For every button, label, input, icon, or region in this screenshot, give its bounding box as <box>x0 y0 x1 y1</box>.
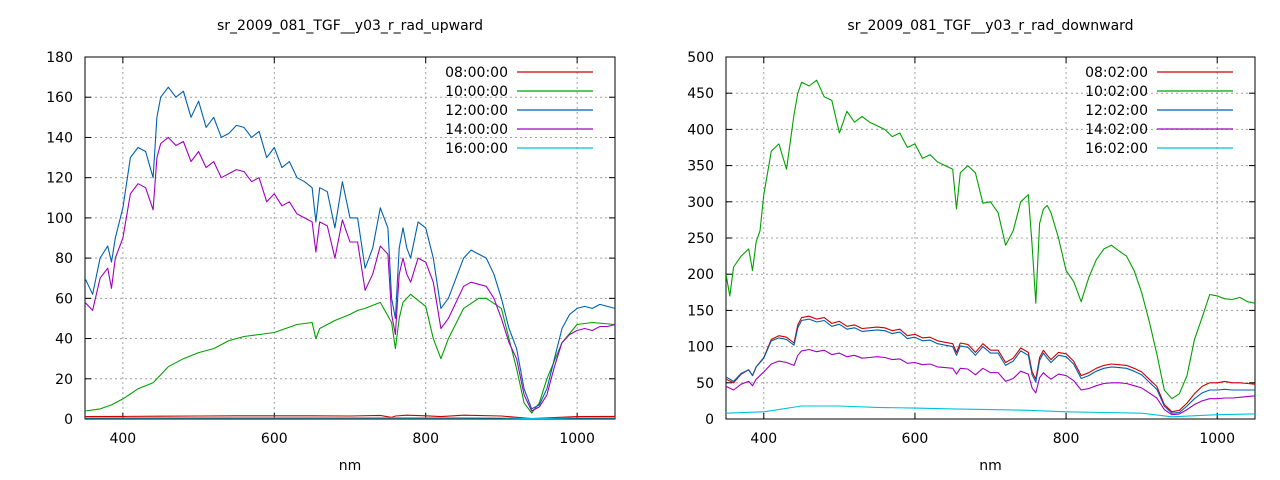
y-tick-label: 250 <box>687 231 714 247</box>
legend-entry-label: 16:00:00 <box>445 141 508 157</box>
y-tick-label: 500 <box>687 50 714 66</box>
series-line-12-00-00 <box>85 86 615 410</box>
y-tick-label: 140 <box>46 130 73 146</box>
y-tick-label: 100 <box>687 340 714 356</box>
legend-entry-label: 16:02:00 <box>1085 141 1148 157</box>
y-tick-label: 200 <box>687 267 714 283</box>
y-tick-label: 180 <box>46 50 73 66</box>
legend-entry-label: 12:02:00 <box>1085 103 1148 119</box>
y-tick-label: 0 <box>705 412 714 428</box>
series-line-08-02-00 <box>726 315 1255 413</box>
legend-entry-label: 10:02:00 <box>1085 84 1148 100</box>
x-axis-label: nm <box>979 458 1002 474</box>
y-tick-label: 0 <box>64 412 73 428</box>
y-tick-label: 450 <box>687 86 714 102</box>
plot-frame <box>84 56 616 420</box>
x-tick-label: 800 <box>412 431 439 447</box>
x-axis-label: nm <box>339 458 362 474</box>
x-tick-label: 600 <box>261 431 288 447</box>
x-tick-label: 800 <box>1053 431 1080 447</box>
y-tick-label: 100 <box>46 211 73 227</box>
legend-entry-label: 12:00:00 <box>445 103 508 119</box>
y-tick-label: 20 <box>55 372 73 388</box>
y-tick-label: 350 <box>687 159 714 175</box>
y-tick-label: 50 <box>696 376 714 392</box>
downward-radiance-chart: sr_2009_081_TGF__y03_r_rad_downward 400 60… <box>687 18 1256 474</box>
legend-entry-label: 08:02:00 <box>1085 65 1148 81</box>
series-line-16-00-00 <box>85 417 615 419</box>
x-tick-label: 1000 <box>1199 431 1235 447</box>
y-tick-label: 40 <box>55 332 73 348</box>
y-tick-label: 60 <box>55 291 73 307</box>
y-tick-label: 300 <box>687 195 714 211</box>
series-line-10-00-00 <box>85 293 615 414</box>
x-tick-label: 400 <box>750 431 777 447</box>
legend-entry-label: 14:02:00 <box>1085 122 1148 138</box>
series-line-10-02-00 <box>726 79 1255 400</box>
y-tick-label: 160 <box>46 90 73 106</box>
series-line-12-02-00 <box>726 318 1255 414</box>
plot-frame <box>725 56 1256 420</box>
y-tick-label: 400 <box>687 122 714 138</box>
legend-entry-label: 14:00:00 <box>445 122 508 138</box>
x-tick-label: 400 <box>109 431 136 447</box>
series-line-14-02-00 <box>726 348 1255 416</box>
y-tick-label: 150 <box>687 303 714 319</box>
chart-title: sr_2009_081_TGF__y03_r_rad_upward <box>217 18 483 34</box>
y-tick-label: 120 <box>46 171 73 187</box>
legend-entry-label: 08:00:00 <box>445 65 508 81</box>
x-tick-label: 1000 <box>559 431 595 447</box>
x-tick-label: 600 <box>902 431 929 447</box>
series-line-16-02-00 <box>726 405 1255 418</box>
chart-title: sr_2009_081_TGF__y03_r_rad_downward <box>847 18 1133 34</box>
y-tick-label: 80 <box>55 251 73 267</box>
series-line-14-00-00 <box>85 136 615 412</box>
legend-entry-label: 10:00:00 <box>445 84 508 100</box>
